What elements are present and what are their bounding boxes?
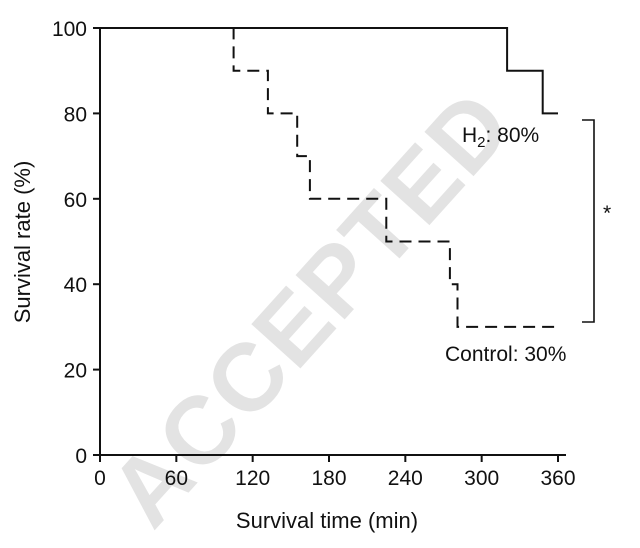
h2-annotation-text: H2: 80%	[462, 124, 539, 151]
y-tick-label: 80	[64, 103, 87, 126]
x-axis-label: Survival time (min)	[236, 508, 418, 533]
x-tick-label: 360	[540, 467, 575, 490]
series-layer	[100, 27, 558, 328]
significance-bracket: *	[582, 119, 611, 323]
x-tick-label: 300	[464, 467, 499, 490]
y-tick-label: 0	[75, 445, 87, 468]
x-tick-label: 60	[165, 467, 188, 490]
h2-subscript: 2	[477, 134, 485, 151]
y-axis-label: Survival rate (%)	[10, 161, 35, 324]
y-tick-label: 20	[64, 360, 87, 383]
h2-value: : 80%	[486, 124, 540, 147]
y-tick-label: 40	[64, 274, 87, 297]
x-tick-label: 180	[311, 467, 346, 490]
h2-annotation: H2: 80%	[462, 124, 539, 151]
axes: 0 60 120 180 240 300 360 0 20 40 60 80 100	[52, 18, 576, 490]
x-tick-label: 120	[235, 467, 270, 490]
y-tick-label: 100	[52, 18, 87, 41]
h2-label: H	[462, 124, 477, 147]
x-tick-label: 240	[388, 467, 423, 490]
series-h2-line	[100, 27, 558, 115]
bracket-line	[582, 119, 595, 323]
significance-marker: *	[603, 202, 611, 225]
control-annotation: Control: 30%	[445, 343, 566, 366]
x-tick-label: 0	[94, 467, 106, 490]
series-control-line	[100, 27, 555, 328]
y-tick-label: 60	[64, 189, 87, 212]
